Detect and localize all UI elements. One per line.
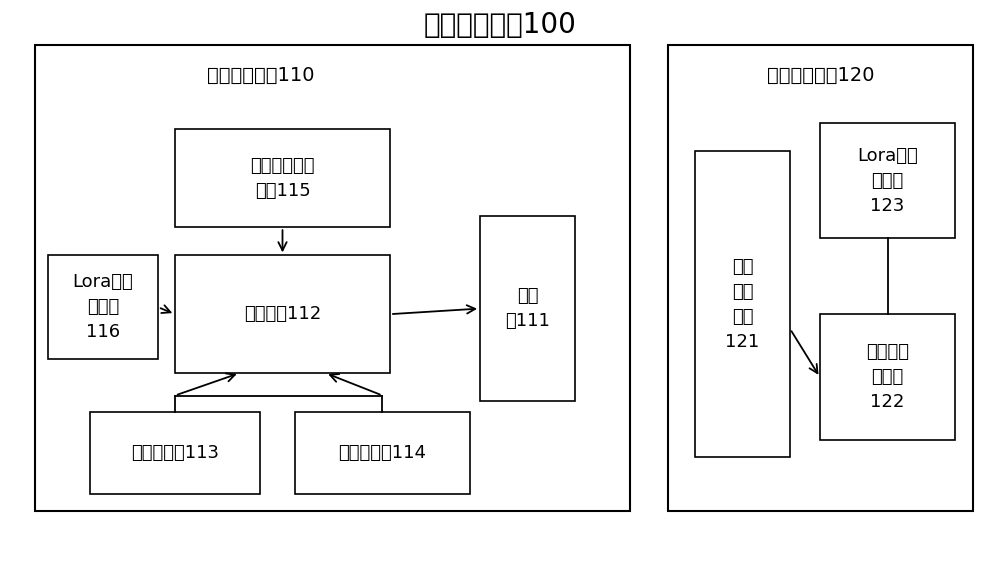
Bar (480, 216, 575, 401)
Text: 移动网络通信
模组115: 移动网络通信 模组115 (250, 157, 315, 200)
Bar (668, 45, 973, 511)
Bar (175, 255, 390, 373)
Text: 激光发射装置110: 激光发射装置110 (207, 66, 315, 85)
Bar (820, 123, 955, 238)
Text: 激光
头111: 激光 头111 (505, 287, 550, 330)
Text: 激光
感应
靶面
121: 激光 感应 靶面 121 (725, 258, 760, 351)
Bar (820, 314, 955, 440)
Text: 位移监测设备100: 位移监测设备100 (424, 11, 576, 39)
Text: 激光感应标靶120: 激光感应标靶120 (767, 66, 874, 85)
Bar (695, 151, 790, 457)
Text: 震动传感器114: 震动传感器114 (338, 444, 426, 462)
Bar (90, 412, 260, 494)
Text: 低功耗微
处理器
122: 低功耗微 处理器 122 (866, 343, 909, 411)
Bar (48, 255, 158, 359)
Bar (35, 45, 630, 511)
Text: Lora通信
模组一
116: Lora通信 模组一 116 (73, 273, 133, 341)
Bar (295, 412, 470, 494)
Text: 微处理器112: 微处理器112 (244, 305, 321, 323)
Text: 气象传感器113: 气象传感器113 (131, 444, 219, 462)
Text: Lora通信
模组二
123: Lora通信 模组二 123 (857, 147, 918, 215)
Bar (175, 129, 390, 227)
